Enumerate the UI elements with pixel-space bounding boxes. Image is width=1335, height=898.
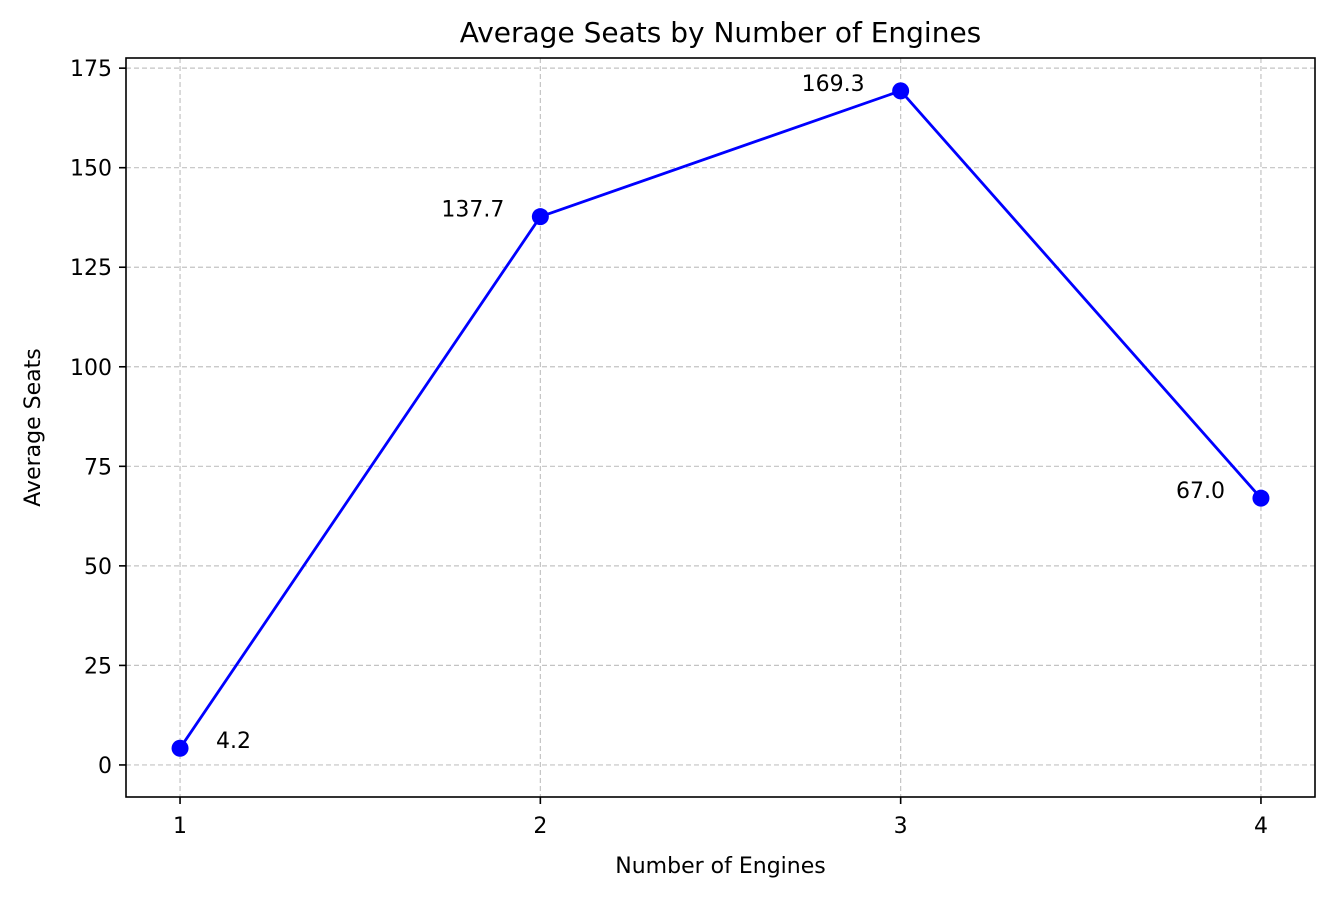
x-tick-label: 1 — [173, 814, 187, 839]
x-axis-label: Number of Engines — [615, 854, 825, 879]
y-tick-label: 50 — [84, 555, 112, 580]
y-tick-label: 175 — [70, 57, 112, 82]
x-tick-label: 4 — [1254, 814, 1268, 839]
x-tick-label: 2 — [533, 814, 547, 839]
grid — [126, 58, 1315, 797]
data-point — [1252, 489, 1270, 507]
chart-title: Average Seats by Number of Engines — [460, 16, 982, 49]
y-tick-label: 75 — [84, 455, 112, 480]
y-tick-label: 0 — [98, 754, 112, 779]
data-point — [531, 208, 549, 226]
data-labels: 4.2 137.7 169.3 67.0 — [216, 72, 1225, 754]
plot-frame — [125, 57, 1316, 798]
y-axis-label: Average Seats — [21, 348, 46, 506]
series-line — [178, 89, 1262, 750]
y-tick-label: 125 — [70, 256, 112, 281]
axis-ticks: 1 2 3 4 0 25 50 75 100 125 150 175 — [70, 57, 1268, 839]
data-label: 4.2 — [216, 729, 251, 754]
y-tick-label: 150 — [70, 157, 112, 182]
y-tick-label: 100 — [70, 356, 112, 381]
data-point — [171, 739, 189, 757]
series-area — [171, 82, 1270, 757]
data-label: 169.3 — [802, 72, 865, 97]
data-label: 137.7 — [441, 198, 504, 223]
y-tick-label: 25 — [84, 654, 112, 679]
data-label: 67.0 — [1176, 479, 1225, 504]
x-tick-label: 3 — [894, 814, 908, 839]
data-point — [892, 82, 910, 100]
